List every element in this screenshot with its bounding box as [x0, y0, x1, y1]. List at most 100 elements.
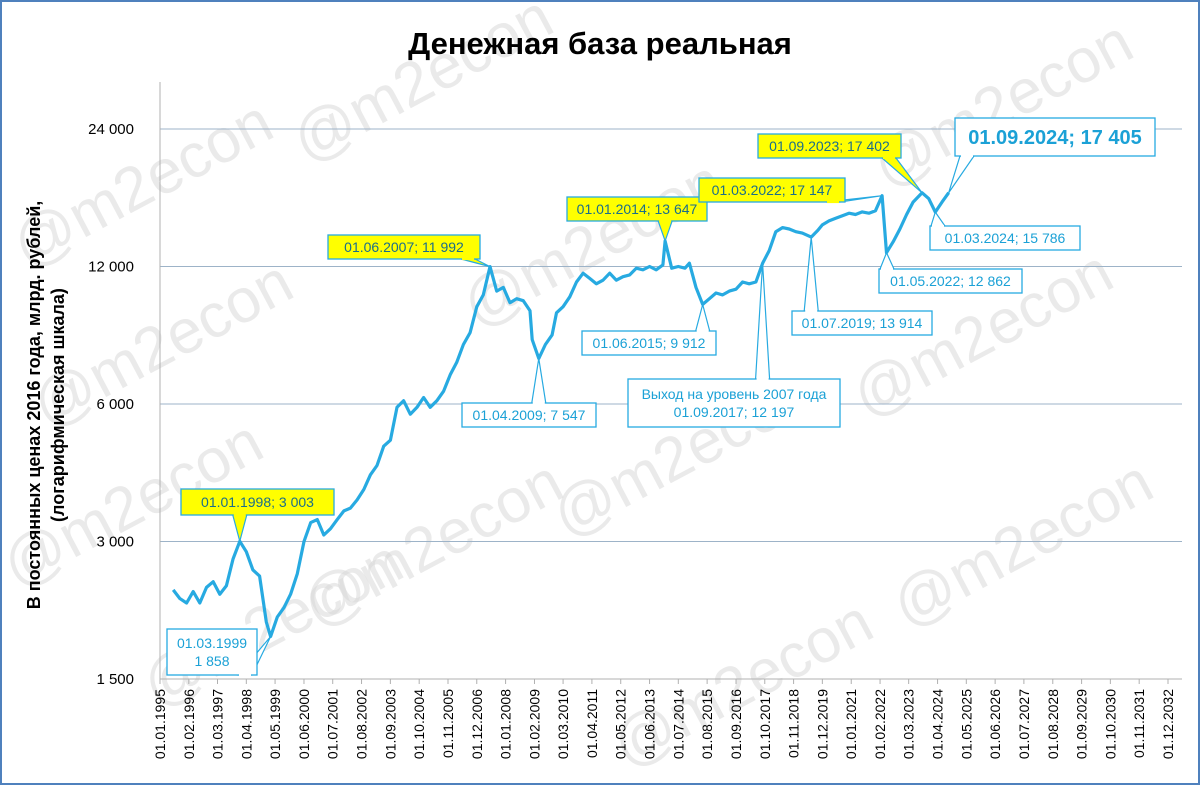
x-tick-label: 01.05.2025	[958, 689, 974, 759]
x-tick-label: 01.11.2005	[440, 689, 456, 758]
x-tick-label: 01.08.2002	[354, 689, 370, 759]
annotation-pointer	[694, 302, 711, 332]
y-tick-label: 24 000	[88, 121, 134, 138]
watermark-text: @m2econ	[451, 147, 734, 341]
x-tick-label: 01.11.2031	[1131, 689, 1147, 758]
y-tick-label: 12 000	[88, 259, 134, 276]
x-tick-label: 01.02.2022	[872, 689, 888, 759]
annotation-text: 01.03.2024; 15 786	[945, 230, 1066, 246]
x-tick-label: 01.04.2024	[930, 689, 946, 759]
annotation-text: 01.06.2015; 9 912	[593, 335, 706, 351]
x-tick-label: 01.08.2028	[1045, 689, 1061, 759]
series-layer	[171, 191, 951, 639]
y-axis-label-line-2: (логарифмическая шкала)	[48, 288, 68, 522]
annotation-callout: Выход на уровень 2007 года 01.09.2017; 12…	[627, 263, 841, 428]
x-tick-label: 01.02.1996	[181, 689, 197, 759]
annotation-text: 01.07.2019; 13 914	[802, 315, 923, 331]
x-tick-labels: 01.01.1995 01.02.1996 01.03.1997 01.04.1998…	[152, 679, 1176, 759]
x-tick-label: 01.08.2015	[699, 689, 715, 759]
annotation-text: 01.01.1998; 3 003	[201, 494, 314, 510]
y-tick-label: 1 500	[96, 671, 134, 688]
x-tick-label: 01.03.2023	[901, 689, 917, 759]
x-tick-label: 01.10.2030	[1102, 689, 1118, 759]
annotation-box	[327, 234, 481, 260]
annotation-box	[566, 196, 708, 222]
x-tick-label: 01.12.2019	[814, 689, 830, 759]
x-tick-label: 01.06.2000	[296, 689, 312, 759]
annotation-box	[954, 117, 1156, 157]
x-tick-label: 01.03.2010	[555, 689, 571, 759]
annotation-box	[581, 330, 717, 356]
x-tick-label: 01.11.2018	[786, 689, 802, 758]
annotation-pointer	[803, 237, 819, 312]
annotation-pointer	[930, 210, 947, 227]
annotation-text: 01.09.2024; 17 405	[968, 127, 1142, 149]
x-tick-label: 01.07.2027	[1016, 689, 1032, 759]
y-axis-label-line-1: В постоянных ценах 2016 года, млрд. рубл…	[24, 201, 44, 610]
annotation-box	[698, 177, 846, 203]
annotation-callout: 01.07.2019; 13 914	[791, 237, 933, 336]
x-tick-label: 01.10.2017	[757, 689, 773, 759]
x-tick-label: 01.10.2004	[411, 689, 427, 759]
x-tick-label: 01.07.2001	[325, 689, 341, 759]
watermark-text: @m2econ	[881, 447, 1164, 641]
annotation-callout: 01.06.2015; 9 912	[581, 302, 717, 356]
annotation-callout: 01.03.2024; 15 786	[929, 210, 1081, 251]
chart-title: Денежная база реальная	[408, 26, 792, 61]
series-line	[171, 191, 951, 639]
annotation-callout: 01.09.2024; 17 405	[948, 117, 1156, 194]
x-tick-label: 01.02.2009	[526, 689, 542, 759]
x-tick-label: 01.05.2012	[613, 689, 629, 759]
x-tick-label: 01.01.1995	[152, 689, 168, 759]
x-tick-label: 01.04.1998	[238, 689, 254, 759]
annotation-callout: 01.05.2022; 12 862	[878, 251, 1023, 294]
annotation-box	[791, 310, 933, 336]
annotation-callout: 01.03.1999 1 858	[166, 628, 272, 677]
x-tick-label: 01.01.2021	[843, 689, 859, 759]
x-tick-label: 01.07.2014	[670, 689, 686, 759]
watermark-text: @m2econ	[2, 87, 284, 281]
y-tick-label: 6 000	[96, 396, 134, 413]
annotation-pointer	[231, 514, 248, 544]
x-tick-label: 01.04.2011	[584, 689, 600, 758]
annotation-callout: 01.01.2014; 13 647	[566, 196, 708, 243]
annotation-box	[757, 133, 902, 159]
annotation-pointer	[531, 358, 547, 404]
x-tick-label: 01.09.2016	[728, 689, 744, 759]
y-tick-labels: 1 500 3 000 6 000 12 000 24 000	[88, 121, 134, 688]
annotation-callout: 01.04.2009; 7 547	[461, 358, 597, 428]
annotation-pointer	[879, 251, 895, 270]
annotation-text: Выход на уровень 2007 года	[642, 386, 827, 402]
x-tick-label: 01.09.2003	[382, 689, 398, 759]
annotation-text: 01.03.2022; 17 147	[712, 182, 833, 198]
annotation-callout: 01.09.2023; 17 402	[757, 133, 923, 194]
annotation-box	[461, 402, 597, 428]
x-tick-label: 01.05.1999	[267, 689, 283, 759]
x-tick-label: 01.03.1997	[210, 689, 226, 759]
annotation-text: 01.01.2014; 13 647	[577, 201, 698, 217]
x-tick-label: 01.06.2026	[987, 689, 1003, 759]
annotation-box	[180, 488, 335, 516]
x-tick-label: 01.06.2013	[642, 689, 658, 759]
x-tick-label: 01.01.2008	[498, 689, 514, 759]
annotation-text: 1 858	[194, 653, 229, 669]
annotation-text: 01.09.2017; 12 197	[674, 404, 795, 420]
annotation-text: 01.04.2009; 7 547	[473, 407, 586, 423]
annotation-layer: 01.01.1998; 3 003 01.03.1999 1 858 01.06.20…	[166, 117, 1156, 677]
annotation-callout: 01.01.1998; 3 003	[180, 488, 335, 544]
annotation-box	[929, 225, 1081, 251]
y-tick-label: 3 000	[96, 534, 134, 551]
annotation-box	[878, 268, 1023, 294]
annotation-text: 01.06.2007; 11 992	[344, 239, 464, 255]
x-tick-label: 01.12.2006	[469, 689, 485, 759]
annotation-text: 01.09.2023; 17 402	[769, 138, 890, 154]
annotation-text: 01.03.1999	[177, 635, 247, 651]
annotation-callout: 01.03.2022; 17 147	[698, 177, 883, 204]
annotation-box	[166, 628, 258, 676]
annotation-box	[627, 378, 841, 428]
x-tick-label: 01.09.2029	[1074, 689, 1090, 759]
annotation-callout: 01.06.2007; 11 992	[327, 234, 491, 268]
annotation-text: 01.05.2022; 12 862	[890, 273, 1011, 289]
